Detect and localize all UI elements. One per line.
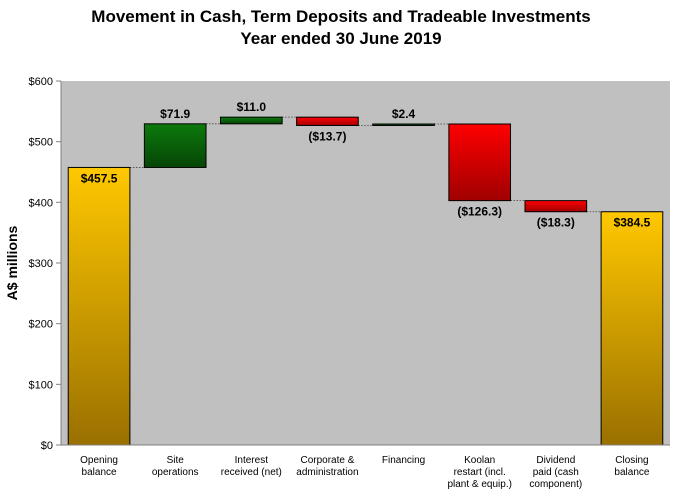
- y-tick-label: $500: [29, 137, 53, 149]
- y-tick-label: $300: [29, 258, 53, 270]
- data-label: $2.4: [392, 107, 416, 121]
- decrease-bar: [296, 116, 359, 126]
- data-label: ($13.7): [308, 129, 346, 143]
- y-tick-label: $200: [29, 319, 53, 331]
- category-label: Opening balance: [80, 455, 118, 478]
- increase-bar: [372, 123, 435, 126]
- y-axis-label: A$ millions: [4, 225, 20, 300]
- data-label: $11.0: [237, 100, 267, 114]
- y-tick-label: $600: [29, 76, 53, 88]
- category-labels: Opening balance Site operations Interest rece…: [80, 455, 650, 490]
- category-label: Site operations: [152, 455, 199, 478]
- connector-lines: [129, 116, 602, 213]
- category-label: Interest received (net): [221, 455, 282, 478]
- data-label: $457.5: [81, 171, 118, 185]
- closing-balance-bar: [600, 211, 664, 446]
- chart-title-line-2: Year ended 30 June 2019: [240, 29, 442, 48]
- opening-balance-bar: [67, 166, 131, 446]
- category-label: Koolan restart (incl. plant & equip.): [447, 455, 512, 490]
- increase-bar: [143, 123, 207, 168]
- data-labels: $457.5 $71.9 $11.0 ($13.7) $2.4 ($126.3) ($18.…: [81, 100, 651, 230]
- data-label: $71.9: [160, 107, 190, 121]
- category-label: Closing balance: [614, 455, 649, 478]
- y-tick-label: $0: [41, 440, 53, 452]
- category-label: Dividend paid (cash component): [529, 455, 582, 490]
- chart-title: Movement in Cash, Term Deposits and Trad…: [0, 6, 682, 50]
- y-tick-label: $400: [29, 197, 53, 209]
- chart-title-line-1: Movement in Cash, Term Deposits and Trad…: [91, 7, 591, 26]
- increase-bar: [219, 116, 283, 125]
- bars: [67, 116, 664, 446]
- y-axis: $0 $100 $200 $300 $400 $500 $600: [29, 76, 670, 452]
- category-label: Corporate & administration: [296, 455, 358, 478]
- data-label: ($18.3): [537, 216, 575, 230]
- category-label: Financing: [382, 455, 425, 466]
- data-label: $384.5: [614, 216, 651, 230]
- y-tick-label: $100: [29, 379, 53, 391]
- decrease-bar: [524, 200, 588, 213]
- data-label: ($126.3): [457, 205, 502, 219]
- decrease-bar: [448, 123, 512, 202]
